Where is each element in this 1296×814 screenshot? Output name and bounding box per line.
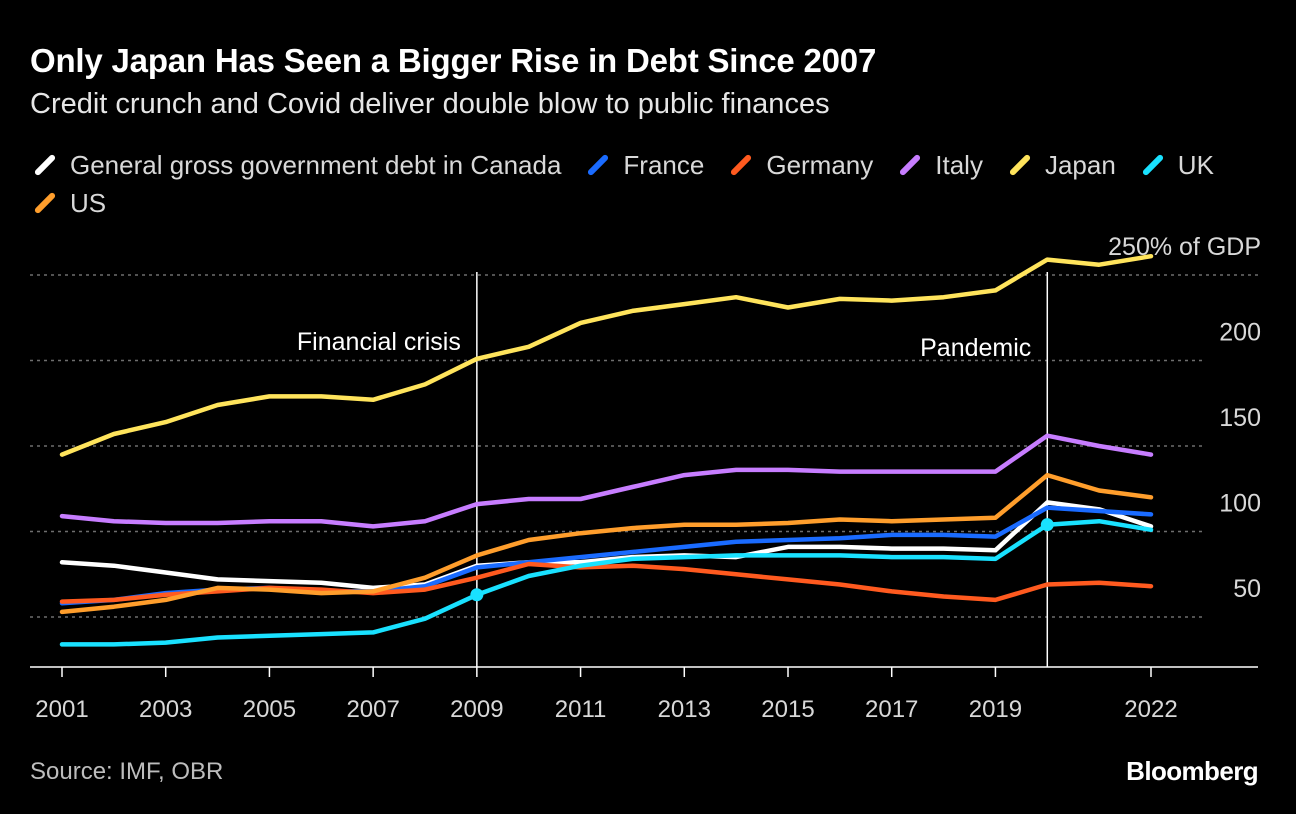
legend-label: France	[623, 149, 705, 180]
legend-label: Germany	[766, 149, 874, 180]
x-tick-label-2022: 2022	[1124, 696, 1177, 723]
series-line-italy	[59, 433, 1154, 529]
legend-item-germany: Germany	[726, 148, 873, 182]
x-tick-label-2015: 2015	[761, 696, 814, 723]
highlight-point-uk-2020	[1040, 518, 1054, 532]
legend-item-uk: UK	[1138, 148, 1214, 182]
series-line-japan	[59, 253, 1154, 457]
bloomberg-logo: Bloomberg	[1126, 756, 1258, 786]
annotation-label-financial-crisis: Financial crisis	[297, 328, 461, 356]
x-tick-label-2013: 2013	[658, 696, 711, 723]
y-tick-label-150: 150	[1219, 404, 1261, 432]
x-tick-label-2019: 2019	[969, 696, 1022, 723]
y-tick-label-50: 50	[1233, 575, 1261, 603]
legend-item-france: France	[583, 148, 704, 182]
legend-label: Italy	[935, 149, 983, 180]
series-line-general-gross-government-debt-in-canada	[59, 500, 1154, 591]
legend-label: Japan	[1044, 149, 1116, 180]
x-tick-label-2011: 2011	[555, 696, 607, 723]
legend-label: General gross government debt in Canada	[70, 149, 562, 180]
chart-subtitle: Credit crunch and Covid deliver double b…	[30, 88, 830, 120]
x-tick-label-2007: 2007	[346, 696, 399, 723]
chart-title: Only Japan Has Seen a Bigger Rise in Deb…	[30, 42, 877, 79]
legend-label: UK	[1177, 149, 1214, 180]
legend-item-japan: Japan	[1005, 148, 1116, 182]
source-note: Source: IMF, OBR	[30, 758, 224, 785]
series-line-uk	[59, 518, 1154, 647]
x-tick-label-2009: 2009	[450, 696, 503, 723]
x-tick-label-2005: 2005	[243, 696, 296, 723]
series-line-us	[59, 472, 1154, 615]
x-tick-label-2003: 2003	[139, 696, 192, 723]
legend-item-us: US	[30, 186, 106, 220]
legend-label: US	[70, 187, 107, 218]
legend-item-general-gross-government-debt-in-canada: General gross government debt in Canada	[30, 148, 561, 182]
x-tick-label-2017: 2017	[865, 696, 918, 723]
y-tick-label-250: 250% of GDP	[1108, 233, 1261, 261]
highlight-point-uk-2009	[470, 588, 484, 602]
y-tick-label-200: 200	[1219, 319, 1261, 347]
series-line-germany	[59, 561, 1154, 604]
legend: General gross government debt in Canada F…	[30, 148, 1270, 220]
y-tick-label-100: 100	[1219, 490, 1261, 518]
annotation-label-pandemic: Pandemic	[920, 334, 1031, 362]
legend-item-italy: Italy	[895, 148, 983, 182]
x-tick-label-2001: 2001	[35, 696, 88, 723]
